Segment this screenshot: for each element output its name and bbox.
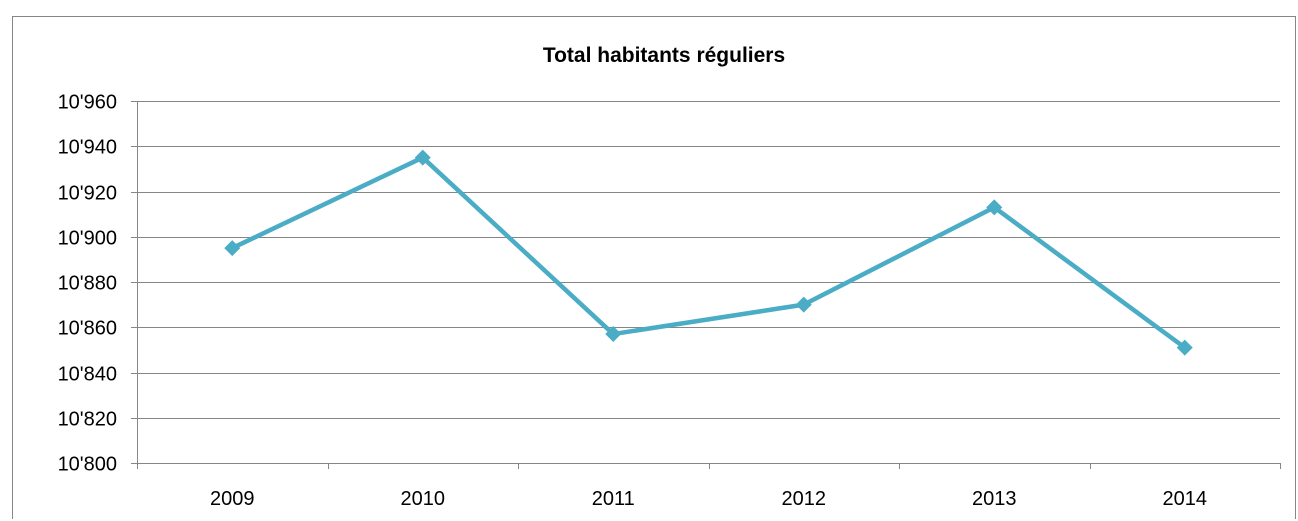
y-tick-labels: 10'800 10'820 10'840 10'860 10'880 10'900 10'9… — [58, 92, 117, 476]
data-point-marker — [605, 326, 622, 343]
data-point-marker — [414, 149, 431, 166]
x-tick-label: 2012 — [782, 488, 827, 510]
y-tick-label: 10'820 — [58, 409, 117, 431]
y-tick-label: 10'920 — [58, 183, 117, 205]
x-tick-label: 2013 — [972, 488, 1017, 510]
data-point-marker — [986, 199, 1003, 216]
chart-frame — [12, 16, 1296, 519]
data-point-marker — [1176, 339, 1193, 356]
series-line — [231, 155, 1187, 350]
y-tick-label: 10'960 — [58, 92, 117, 114]
x-tick-label: 2010 — [401, 488, 446, 510]
chart-title: Total habitants réguliers — [543, 44, 785, 67]
x-tick-label: 2014 — [1163, 488, 1208, 510]
x-tick-label: 2009 — [210, 488, 255, 510]
gridlines — [131, 101, 1280, 464]
x-tick-label: 2011 — [592, 488, 635, 510]
y-tick-label: 10'840 — [58, 364, 117, 386]
y-tick-label: 10'860 — [58, 318, 117, 340]
y-tick-label: 10'880 — [58, 273, 117, 295]
y-tick-label: 10'900 — [58, 228, 117, 250]
series-layer — [224, 149, 1193, 356]
y-tick-label: 10'940 — [58, 137, 117, 159]
data-point-marker — [795, 296, 812, 313]
x-tick-labels: 2009 2010 2011 2012 2013 2014 — [210, 488, 1207, 510]
y-tick-label: 10'800 — [58, 454, 117, 476]
data-point-marker — [224, 240, 241, 257]
axes — [137, 101, 1281, 469]
